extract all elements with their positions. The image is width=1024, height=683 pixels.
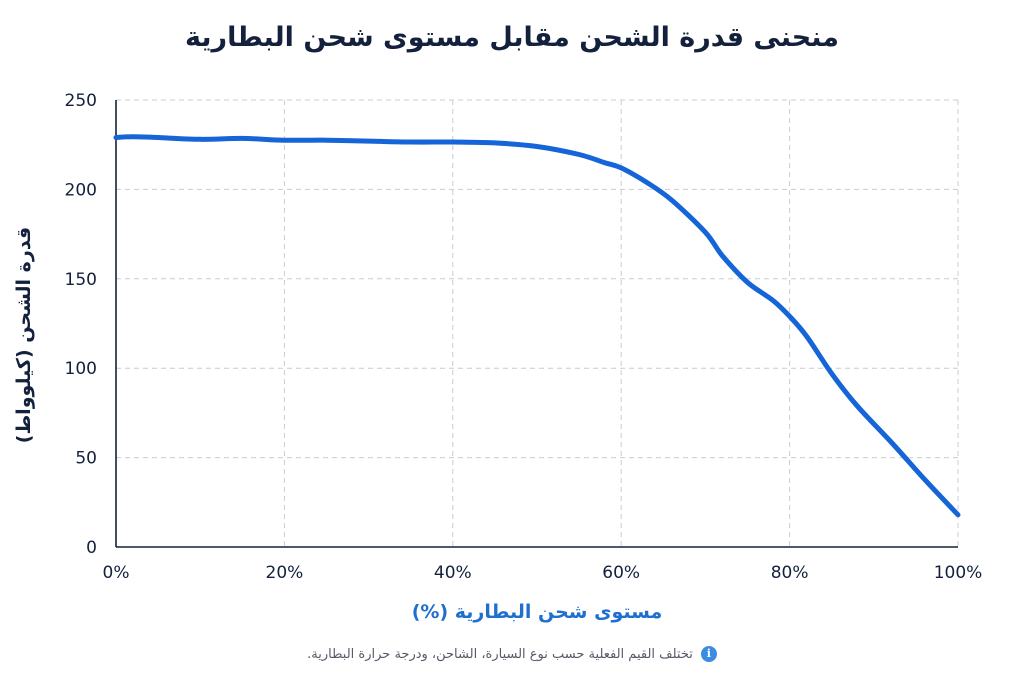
x-tick-label: 100% — [934, 563, 983, 583]
grid — [116, 99, 959, 547]
y-tick-label: 100 — [65, 359, 97, 379]
x-tick-label: 60% — [602, 563, 640, 583]
y-tick-label: 50 — [75, 449, 97, 469]
x-tick-label: 20% — [266, 563, 304, 583]
y-tick-label: 150 — [65, 270, 97, 290]
footnote-text: تختلف القيم الفعلية حسب نوع السيارة، الش… — [307, 646, 693, 662]
y-tick-labels: 0 50 100 150 200 250 — [65, 91, 97, 558]
info-icon: i — [700, 646, 717, 662]
series-line — [113, 134, 961, 518]
y-tick-label: 200 — [65, 180, 97, 200]
footnote: i تختلف القيم الفعلية حسب نوع السيارة، ا… — [0, 646, 1024, 662]
x-tick-label: 40% — [434, 563, 472, 583]
y-tick-label: 250 — [65, 91, 97, 111]
axes — [115, 100, 958, 548]
series-group — [113, 134, 961, 518]
y-tick-label: 0 — [86, 538, 97, 558]
chart-title: منحنى قدرة الشحن مقابل مستوى شحن البطاري… — [185, 22, 839, 53]
y-axis-label: قدرة الشحن (كيلوواط) — [13, 227, 35, 443]
x-axis-label: مستوى شحن البطارية (%) — [412, 601, 663, 623]
x-tick-label: 80% — [771, 563, 809, 583]
x-tick-label: 0% — [103, 563, 130, 583]
x-tick-labels: 0% 20% 40% 60% 80% 100% — [103, 563, 983, 583]
